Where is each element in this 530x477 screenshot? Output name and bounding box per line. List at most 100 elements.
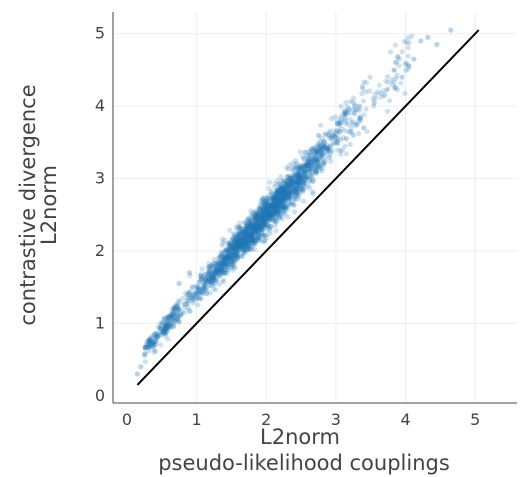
data-point [169,307,175,313]
data-point [267,212,273,218]
data-point [269,197,275,203]
data-point [254,221,260,227]
data-point [244,241,250,247]
data-point [352,109,358,116]
data-point [261,194,267,200]
data-point [266,211,272,217]
data-point [219,261,225,267]
data-point [265,224,271,230]
data-point [302,168,308,174]
data-point [274,190,280,196]
data-point [228,243,234,249]
data-point [254,216,260,222]
data-point [301,169,307,175]
data-point [300,174,306,180]
data-point [275,196,282,203]
data-point [194,284,200,290]
data-point [245,217,251,223]
data-point [260,218,266,224]
data-point [268,201,274,207]
data-point [186,308,192,314]
data-point [227,243,233,249]
data-point [314,161,320,167]
data-point [190,292,196,298]
data-point [339,116,345,122]
data-point [246,234,252,240]
data-point [234,234,240,240]
data-point [237,236,243,242]
data-point [256,211,262,217]
data-point [263,221,269,227]
data-point [244,237,250,243]
data-point [242,245,248,251]
data-point [206,265,213,271]
data-point [250,214,256,220]
data-point [226,241,233,247]
data-point [224,255,230,261]
data-point [322,154,328,160]
data-point [264,226,270,232]
data-point [223,261,229,267]
data-point [300,168,306,174]
data-point [256,218,262,224]
data-point [162,327,168,333]
data-point [228,249,235,255]
data-point [309,162,315,168]
data-point [296,172,303,178]
data-point [272,207,278,213]
data-point [252,214,258,220]
data-point [225,257,232,263]
data-point [275,205,281,211]
data-point [287,182,293,188]
data-point [294,190,300,196]
data-point [216,260,222,267]
data-point [269,211,276,217]
data-point [208,274,215,280]
data-point [393,60,399,66]
data-point [255,210,262,217]
data-point [151,339,157,345]
data-point [299,173,305,179]
data-point [255,218,261,224]
data-point [311,155,317,161]
data-point [268,204,274,210]
data-point [327,144,333,150]
data-point [198,296,204,302]
data-point [165,326,171,332]
data-point [322,146,328,152]
data-point [242,226,248,232]
data-point [257,205,263,211]
data-point [164,323,170,329]
data-point [226,251,232,258]
data-point [270,210,276,216]
data-point [268,223,274,230]
data-point [230,250,236,256]
data-point [283,195,289,202]
data-point [282,202,288,208]
data-point [242,248,248,254]
data-point [279,185,285,191]
data-point [256,225,262,231]
data-point [367,74,373,80]
data-point [249,226,255,232]
data-point [211,286,217,292]
data-point [161,327,167,333]
data-point [249,221,255,227]
data-point [259,227,265,233]
data-point [251,225,257,231]
data-point [277,196,283,202]
data-point [260,200,266,206]
data-point [334,131,340,137]
data-point [207,290,213,296]
data-point [264,204,270,210]
data-point [187,288,193,294]
data-point [231,238,237,244]
data-point [244,244,250,250]
data-point [282,199,288,205]
data-point [206,268,212,274]
data-point [252,223,258,229]
data-point [330,141,336,147]
data-point [268,211,274,217]
data-point [264,202,271,208]
data-point [234,254,241,260]
